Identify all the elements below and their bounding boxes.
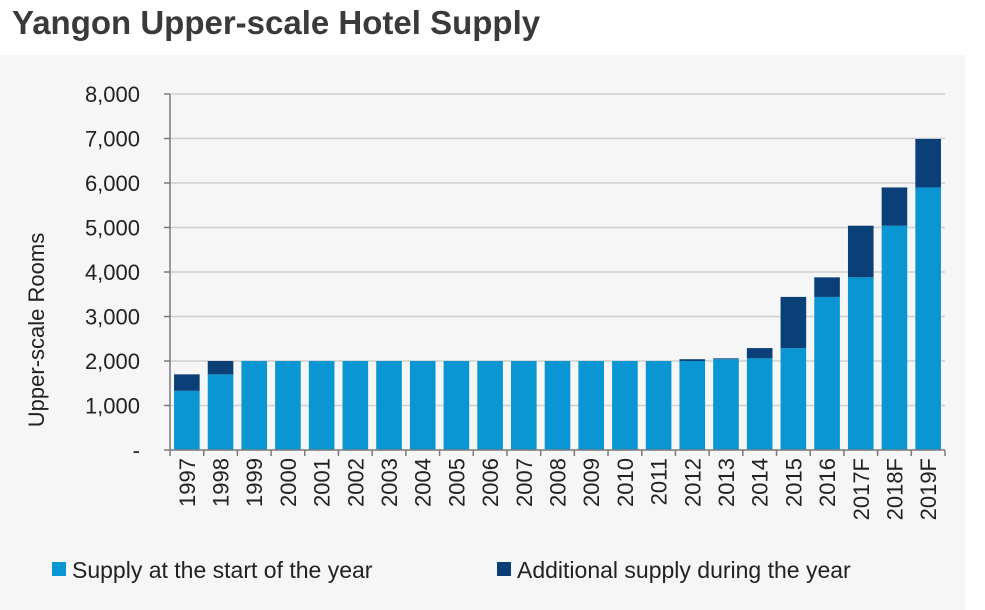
legend-label-additional-supply: Additional supply during the year: [517, 557, 851, 583]
x-tick-label: 2010: [613, 458, 638, 507]
x-tick-label: 2007: [512, 458, 537, 507]
bar-supply-start: [443, 361, 470, 450]
bar-supply-start: [477, 361, 503, 450]
bars: [174, 138, 941, 450]
bar-supply-start: [207, 374, 234, 450]
bar-supply-start: [915, 187, 941, 450]
x-axis-ticks: 1997 1998 1999 2000 2001 2002 2003 2004 2005 2006…: [169, 450, 946, 520]
y-tick-label: 3,000: [85, 305, 140, 330]
x-tick-label: 2002: [343, 458, 368, 507]
x-tick-label: 2008: [546, 458, 571, 507]
x-tick-label: 2004: [411, 458, 436, 507]
x-tick-label: 2012: [680, 458, 705, 507]
bar-supply-start: [308, 361, 335, 450]
chart-panel: - 1,000 2,000 3,000 4,000 5,000 6,000 7,000 8,00…: [0, 55, 965, 610]
bar-supply-start: [746, 358, 773, 450]
bar-supply-start: [174, 390, 200, 450]
y-tick-label: 1,000: [85, 394, 140, 419]
bar-supply-start: [342, 361, 369, 450]
bar-supply-start: [814, 296, 840, 450]
x-tick-label: 2006: [478, 458, 503, 507]
y-tick-label: 8,000: [85, 82, 140, 107]
bar-supply-start: [679, 361, 706, 450]
x-tick-label: 2014: [748, 458, 773, 507]
y-tick-label: 7,000: [85, 127, 140, 152]
bar-additional-supply: [915, 138, 941, 188]
bar-additional-supply: [713, 358, 739, 360]
bar-supply-start: [376, 361, 402, 450]
y-tick-label: 6,000: [85, 171, 140, 196]
bar-supply-start: [780, 348, 807, 450]
y-tick-label: 5,000: [85, 216, 140, 241]
x-tick-label: 2018F: [882, 458, 907, 520]
x-tick-label: 2013: [714, 458, 739, 507]
bar-additional-supply: [814, 277, 840, 297]
axes: [169, 94, 945, 451]
bar-additional-supply: [174, 374, 200, 391]
bar-supply-start: [612, 361, 638, 450]
x-tick-label: 2015: [781, 458, 806, 507]
bar-supply-start: [275, 361, 301, 450]
bar-supply-start: [409, 361, 436, 450]
x-tick-label: 2019F: [916, 458, 941, 520]
bar-additional-supply: [746, 348, 773, 359]
bar-supply-start: [241, 361, 268, 450]
y-tick-label: 2,000: [85, 349, 140, 374]
x-tick-label: 2016: [815, 458, 840, 507]
legend-label-supply-start: Supply at the start of the year: [72, 557, 373, 583]
bar-supply-start: [544, 361, 571, 450]
x-tick-label: 1998: [209, 458, 234, 507]
x-tick-label: 2017F: [849, 458, 874, 520]
bar-supply-start: [511, 361, 537, 450]
legend: Supply at the start of the year Additiona…: [52, 557, 851, 583]
y-tick-label: 4,000: [85, 260, 140, 285]
x-tick-label: 2009: [579, 458, 604, 507]
legend-swatch-supply-start: [52, 562, 66, 576]
x-tick-label: 2001: [310, 458, 335, 507]
x-tick-label: 1997: [175, 458, 200, 507]
x-tick-label: 1999: [242, 458, 267, 507]
x-tick-label: 2005: [444, 458, 469, 507]
bar-additional-supply: [847, 225, 874, 278]
bar-additional-supply: [881, 187, 908, 226]
bar-supply-start: [847, 277, 874, 450]
x-tick-label: 2011: [647, 458, 672, 505]
y-axis-label: Upper-scale Rooms: [24, 233, 49, 427]
chart-title: Yangon Upper-scale Hotel Supply: [12, 4, 541, 41]
bar-supply-start: [578, 361, 604, 450]
bar-additional-supply: [679, 359, 706, 361]
bar-supply-start: [645, 361, 672, 450]
y-axis-ticks: - 1,000 2,000 3,000 4,000 5,000 6,000 7,000 8,00…: [85, 82, 170, 463]
bar-supply-start: [881, 225, 908, 450]
bar-supply-start: [713, 359, 739, 450]
stacked-bar-chart: - 1,000 2,000 3,000 4,000 5,000 6,000 7,000 8,00…: [24, 82, 946, 583]
x-tick-label: 2000: [276, 458, 301, 507]
bar-additional-supply: [207, 361, 234, 375]
x-tick-label: 2003: [377, 458, 402, 507]
bar-additional-supply: [780, 296, 807, 349]
y-tick-label: -: [133, 438, 140, 463]
legend-swatch-additional-supply: [497, 562, 511, 576]
